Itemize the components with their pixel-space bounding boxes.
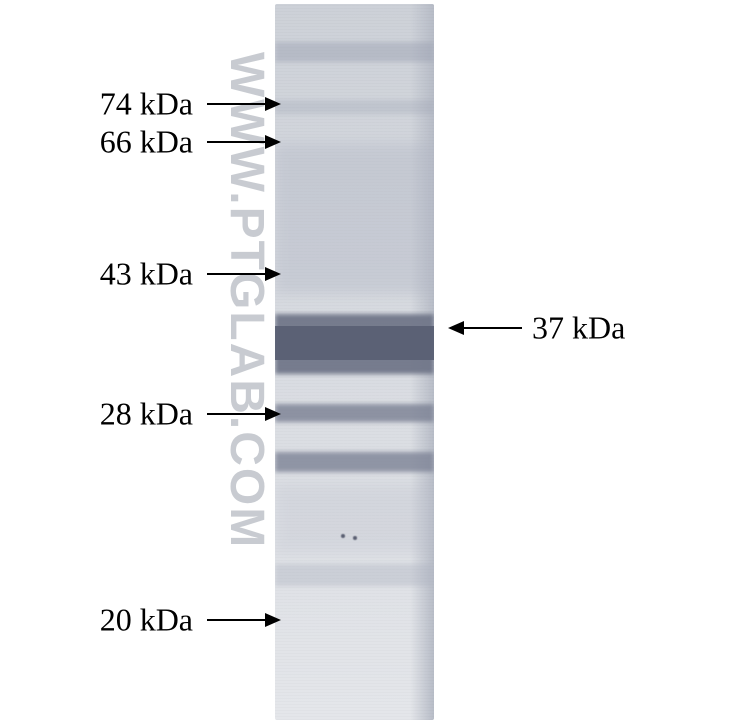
band (275, 42, 434, 62)
band (275, 404, 434, 422)
mw-marker-right: 37 kDa (448, 321, 522, 335)
gel-lane (275, 4, 434, 720)
mw-label: 37 kDa (532, 310, 625, 347)
blot-figure: WWW.PTGLAB.COM 74 kDa66 kDa43 kDa28 kDa2… (0, 0, 740, 723)
arrow-icon (207, 613, 281, 627)
speck (353, 536, 357, 540)
arrow-icon (207, 135, 281, 149)
mw-label: 74 kDa (100, 86, 193, 123)
band (275, 564, 434, 586)
mw-marker-left: 66 kDa (201, 135, 275, 149)
arrow-icon (207, 267, 281, 281)
watermark: WWW.PTGLAB.COM (219, 52, 274, 549)
mw-label: 20 kDa (100, 602, 193, 639)
mw-label: 43 kDa (100, 256, 193, 293)
mw-marker-left: 28 kDa (201, 407, 275, 421)
band (275, 452, 434, 472)
arrow-icon (207, 97, 281, 111)
mw-marker-left: 20 kDa (201, 613, 275, 627)
arrow-icon (448, 321, 522, 335)
band (275, 100, 434, 114)
speck (341, 534, 345, 538)
mw-label: 28 kDa (100, 396, 193, 433)
smear (275, 484, 434, 554)
smear (275, 144, 434, 294)
mw-label: 66 kDa (100, 124, 193, 161)
band (275, 326, 434, 360)
mw-marker-left: 43 kDa (201, 267, 275, 281)
mw-marker-left: 74 kDa (201, 97, 275, 111)
arrow-icon (207, 407, 281, 421)
